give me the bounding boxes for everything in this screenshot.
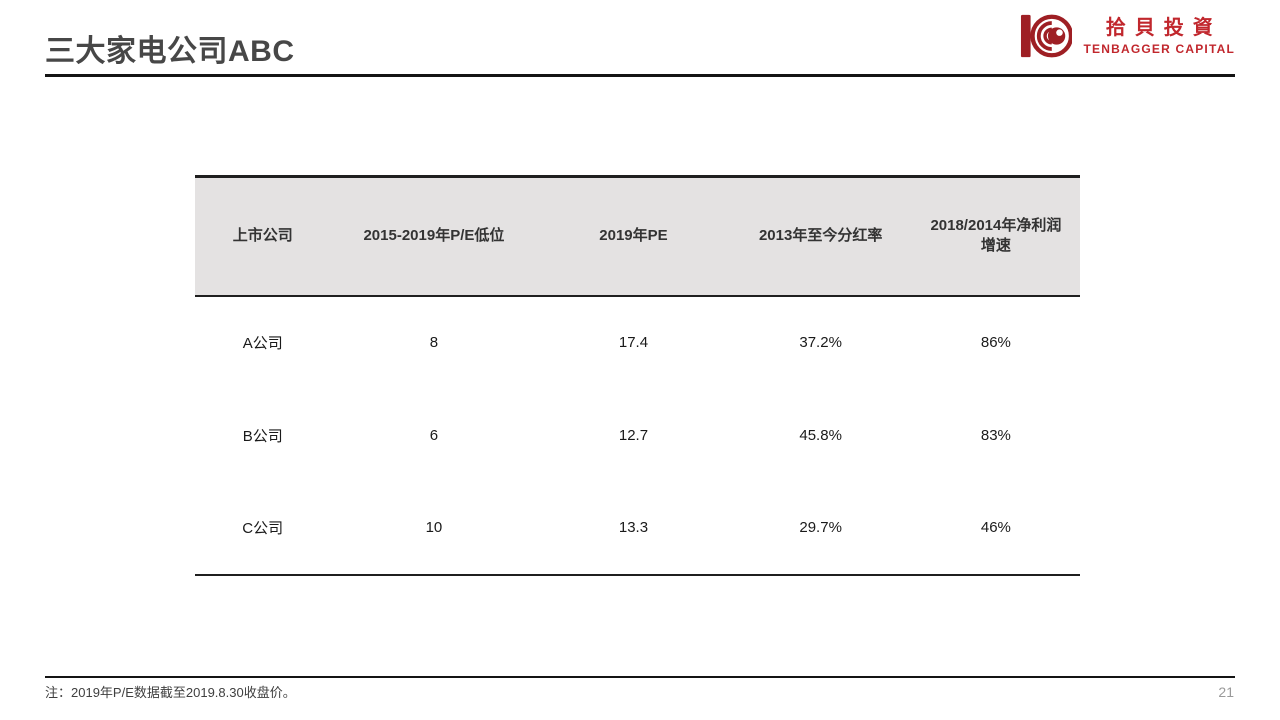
column-header-company: 上市公司 [195,176,331,297]
pe-2019-cell: 12.7 [618,426,649,444]
dividend-cell: 29.7% [799,519,842,536]
logo-name-cn: 拾貝投資 [1105,17,1222,39]
profit-growth-cell: 83% [980,426,1011,444]
pe-low-cell: 10 [425,519,443,536]
table-row-company-a: A公司 8 17.4 37.2% 86% [195,296,1080,389]
column-header-profit-growth: 2018/2014年净利润增速 [911,176,1080,297]
tenbagger-shell-icon [1020,11,1073,61]
footer-divider [45,676,1235,678]
column-header-dividend: 2013年至今分红率 [729,176,912,297]
pe-2019-cell: 13.3 [618,519,649,536]
dividend-cell: 37.2% [799,334,842,351]
table-container: 上市公司 2015-2019年P/E低位 2019年PE 2013年至今分红率 … [195,175,1080,576]
column-header-pe-low: 2015-2019年P/E低位 [330,176,538,297]
pe-low-cell: 6 [429,426,439,444]
dividend-cell: 45.8% [799,426,842,444]
table-header-row: 上市公司 2015-2019年P/E低位 2019年PE 2013年至今分红率 … [195,176,1080,297]
table-row-company-b: B公司 6 12.7 45.8% 83% [195,389,1080,482]
profit-growth-cell: 86% [980,334,1011,351]
financials-table: 上市公司 2015-2019年P/E低位 2019年PE 2013年至今分红率 … [195,175,1080,576]
column-header-pe-2019: 2019年PE [537,176,730,297]
logo-name-en: TENBAGGER CAPITAL [1083,42,1235,56]
pe-2019-cell: 17.4 [618,334,649,351]
footnote: 注：2019年P/E数据截至2019.8.30收盘价。 [45,685,296,700]
table-row-company-c: C公司 10 13.3 29.7% 46% [195,482,1080,575]
logo-wordmark: 拾貝投資 TENBAGGER CAPITAL [1083,16,1235,56]
pe-low-cell: 8 [429,334,439,351]
page-number: 21 [1218,684,1234,700]
company-cell: B公司 [242,427,283,445]
company-cell: C公司 [242,520,284,537]
profit-growth-cell: 46% [980,519,1011,536]
page-title: 三大家电公司ABC [45,35,295,68]
company-cell: A公司 [242,335,283,352]
company-logo: 拾貝投資 TENBAGGER CAPITAL [1020,11,1235,61]
title-underline [45,74,1235,77]
